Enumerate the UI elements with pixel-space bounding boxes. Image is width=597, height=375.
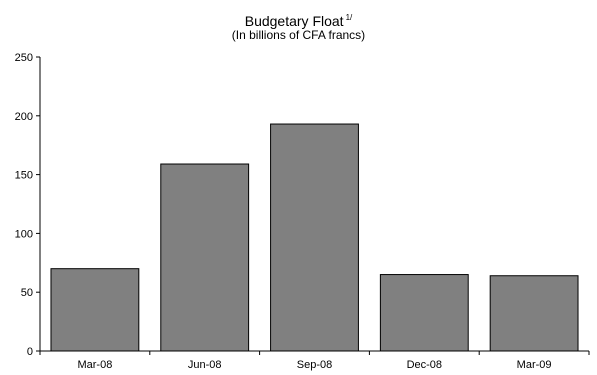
bars-group	[50, 123, 579, 352]
x-tick-labels: Mar-08 Jun-08 Sep-08 Dec-08 Mar-09	[77, 359, 551, 371]
x-tick-label-mar-08: Mar-08	[77, 359, 112, 371]
x-tick-label-jun-08: Jun-08	[188, 359, 222, 371]
x-tick-label-mar-09: Mar-09	[517, 359, 552, 371]
bar-sep-08	[270, 123, 359, 352]
y-tick-label-150: 150	[15, 170, 33, 182]
y-tick-labels: 0 50 100 150 200 250	[15, 52, 33, 358]
y-tick-label-200: 200	[15, 111, 33, 123]
bar-dec-08	[379, 274, 469, 352]
y-tick-label-100: 100	[15, 228, 33, 240]
x-tick-label-sep-08: Sep-08	[297, 359, 332, 371]
y-tick-label-0: 0	[27, 346, 33, 358]
chart-title-footnote: 1/	[345, 13, 353, 22]
axes-group	[36, 56, 590, 355]
y-tick-label-250: 250	[15, 52, 33, 64]
bar-mar-08	[50, 268, 140, 352]
bar-mar-09	[489, 275, 579, 352]
chart-title: Budgetary Float 1/	[0, 10, 597, 29]
y-tick-label-50: 50	[21, 287, 33, 299]
chart-subtitle: (In billions of CFA francs)	[231, 28, 366, 42]
bar-jun-08	[160, 163, 250, 352]
chart-title-text: Budgetary Float	[244, 13, 344, 29]
x-tick-label-dec-08: Dec-08	[407, 359, 442, 371]
